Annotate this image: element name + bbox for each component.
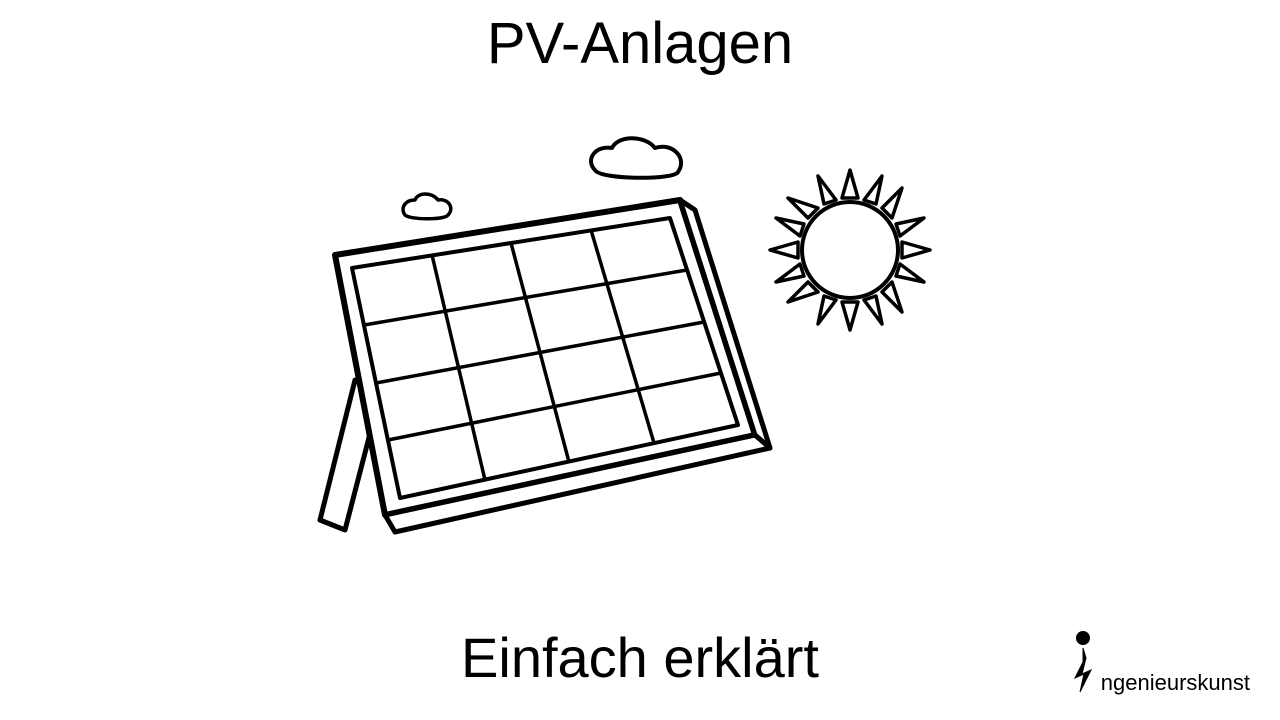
brand-name: ngenieurskunst [1101, 670, 1250, 696]
page-subtitle: Einfach erklärt [461, 625, 819, 690]
cloud-small-icon [403, 194, 451, 219]
brand-logo: ngenieurskunst [1063, 630, 1250, 700]
solar-illustration [260, 100, 1020, 580]
solar-panel-icon [320, 200, 770, 532]
sun-icon [770, 170, 930, 330]
page-title: PV-Anlagen [487, 10, 793, 77]
cloud-large-icon [591, 138, 681, 178]
bolt-person-icon [1063, 630, 1103, 700]
